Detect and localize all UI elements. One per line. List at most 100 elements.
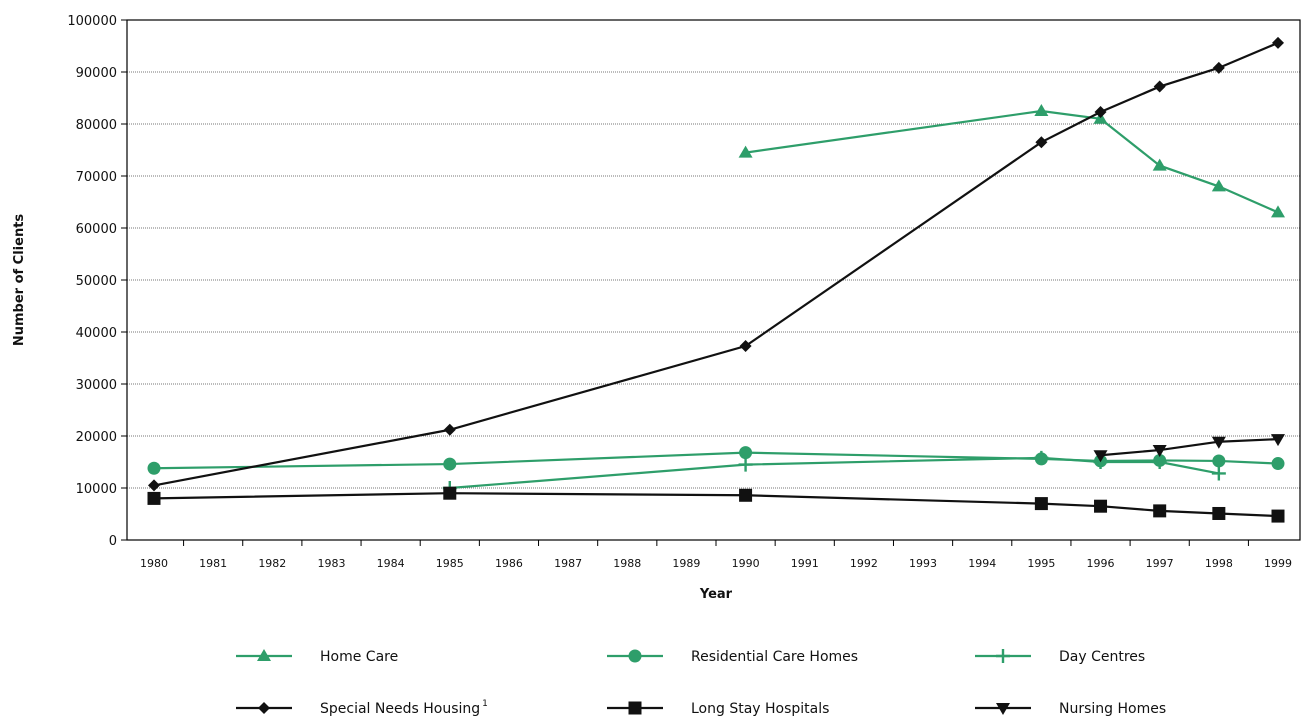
legend-item-residential-care-homes: Residential Care Homes bbox=[607, 649, 858, 665]
legend-label: Residential Care Homes bbox=[691, 649, 858, 665]
long-stay-hospitals-point bbox=[1153, 504, 1167, 518]
legend-label: Long Stay Hospitals bbox=[691, 701, 829, 717]
legend-marker bbox=[628, 701, 642, 715]
series-residential-care-homes bbox=[147, 446, 1285, 475]
legend-label: Nursing Homes bbox=[1059, 701, 1166, 717]
long-stay-hospitals-point bbox=[739, 488, 753, 502]
x-tick-label: 1989 bbox=[672, 557, 700, 570]
long-stay-hospitals-point bbox=[1271, 509, 1285, 523]
day-centres-point bbox=[1034, 450, 1049, 465]
x-axis-title: Year bbox=[699, 587, 733, 602]
home-care-point bbox=[1034, 104, 1049, 116]
y-tick-label: 40000 bbox=[76, 326, 117, 341]
day-centres-point bbox=[738, 457, 753, 472]
x-tick-label: 1992 bbox=[850, 557, 878, 570]
legend-marker bbox=[257, 649, 271, 661]
y-tick-label: 90000 bbox=[76, 66, 117, 81]
legend-item-nursing-homes: Nursing Homes bbox=[975, 701, 1166, 717]
x-tick-label: 1987 bbox=[554, 557, 582, 570]
gridlines bbox=[127, 19, 1300, 489]
x-tick-label: 1981 bbox=[199, 557, 227, 570]
x-tick-label: 1985 bbox=[436, 557, 464, 570]
home-care-point bbox=[738, 145, 753, 158]
residential-care-homes-point bbox=[443, 457, 457, 471]
legend-marker bbox=[258, 702, 270, 714]
x-tick-label: 1993 bbox=[909, 557, 937, 570]
special-needs-housing-point bbox=[1153, 80, 1166, 93]
series-special-needs-housing bbox=[148, 36, 1284, 492]
legend-label: Special Needs Housing 1 bbox=[320, 699, 488, 717]
plot-area bbox=[126, 19, 1301, 541]
y-tick-label: 100000 bbox=[67, 14, 117, 29]
long-stay-hospitals-line bbox=[153, 492, 1279, 518]
y-tick-label: 50000 bbox=[76, 274, 117, 289]
series-home-care bbox=[738, 104, 1285, 218]
special-needs-housing-line bbox=[153, 41, 1279, 487]
legend-marker bbox=[996, 703, 1010, 715]
series-nursing-homes bbox=[1093, 434, 1285, 463]
residential-care-homes-point bbox=[739, 446, 753, 460]
y-tick-label: 80000 bbox=[76, 118, 117, 133]
series-day-centres bbox=[442, 450, 1226, 495]
x-tick-label: 1991 bbox=[791, 557, 819, 570]
special-needs-housing-point bbox=[1094, 106, 1107, 119]
y-tick-label: 70000 bbox=[76, 170, 117, 185]
home-care-point bbox=[1211, 179, 1226, 192]
x-tick-label: 1982 bbox=[258, 557, 286, 570]
y-tick-label: 10000 bbox=[76, 482, 117, 497]
x-tick-label: 1998 bbox=[1205, 557, 1233, 570]
y-axis-title: Number of Clients bbox=[12, 214, 27, 347]
x-tick-label: 1986 bbox=[495, 557, 523, 570]
nursing-homes-point bbox=[1271, 434, 1285, 447]
nursing-homes-point bbox=[1211, 436, 1226, 449]
x-tick-label: 1995 bbox=[1027, 557, 1055, 570]
special-needs-housing-point bbox=[1212, 61, 1225, 74]
x-tick-label: 1997 bbox=[1146, 557, 1174, 570]
series-long-stay-hospitals bbox=[147, 486, 1285, 523]
y-tick-label: 60000 bbox=[76, 222, 117, 237]
special-needs-housing-point bbox=[739, 340, 752, 353]
legend-marker bbox=[628, 649, 642, 663]
legend-marker bbox=[996, 649, 1010, 663]
legend-item-home-care: Home Care bbox=[236, 649, 398, 665]
x-tick-label: 1999 bbox=[1264, 557, 1292, 570]
residential-care-homes-point bbox=[1271, 457, 1285, 471]
legend-item-long-stay-hospitals: Long Stay Hospitals bbox=[607, 701, 829, 717]
day-centres-line bbox=[449, 456, 1220, 490]
legend-item-day-centres: Day Centres bbox=[975, 649, 1145, 665]
nursing-homes-point bbox=[1093, 450, 1108, 463]
residential-care-homes-point bbox=[1212, 454, 1226, 468]
y-tick-label: 30000 bbox=[76, 378, 117, 393]
y-tick-label: 0 bbox=[109, 534, 117, 549]
x-tick-label: 1983 bbox=[317, 557, 345, 570]
special-needs-housing-point bbox=[1035, 136, 1048, 149]
x-tick-label: 1996 bbox=[1087, 557, 1115, 570]
nursing-homes-line bbox=[1100, 438, 1279, 457]
long-stay-hospitals-point bbox=[1212, 506, 1226, 520]
long-stay-hospitals-point bbox=[1034, 497, 1048, 511]
long-stay-hospitals-point bbox=[443, 486, 457, 500]
long-stay-hospitals-point bbox=[1094, 499, 1108, 513]
x-tick-label: 1988 bbox=[613, 557, 641, 570]
x-tick-label: 1994 bbox=[968, 557, 996, 570]
long-stay-hospitals-point bbox=[147, 491, 161, 505]
x-tick-label: 1990 bbox=[732, 557, 760, 570]
special-needs-housing-point bbox=[148, 479, 160, 492]
x-tick-label: 1980 bbox=[140, 557, 168, 570]
residential-care-homes-point bbox=[147, 461, 161, 475]
legend-label: Day Centres bbox=[1059, 649, 1145, 665]
home-care-line bbox=[745, 109, 1279, 214]
axes: 0 10000 20000 30000 40000 50000 60000 70000 8000… bbox=[67, 14, 1301, 570]
home-care-point bbox=[1152, 158, 1167, 171]
nursing-homes-point bbox=[1152, 445, 1167, 458]
day-centres-point bbox=[1211, 466, 1226, 481]
special-needs-housing-point bbox=[443, 423, 456, 436]
y-tick-label: 20000 bbox=[76, 430, 117, 445]
legend-item-special-needs-housing: Special Needs Housing 1 bbox=[236, 699, 488, 717]
legend-label: Home Care bbox=[320, 649, 398, 665]
special-needs-housing-point bbox=[1272, 36, 1284, 49]
x-tick-label: 1984 bbox=[377, 557, 405, 570]
day-centres-point bbox=[1152, 455, 1167, 469]
home-care-point bbox=[1271, 205, 1285, 218]
